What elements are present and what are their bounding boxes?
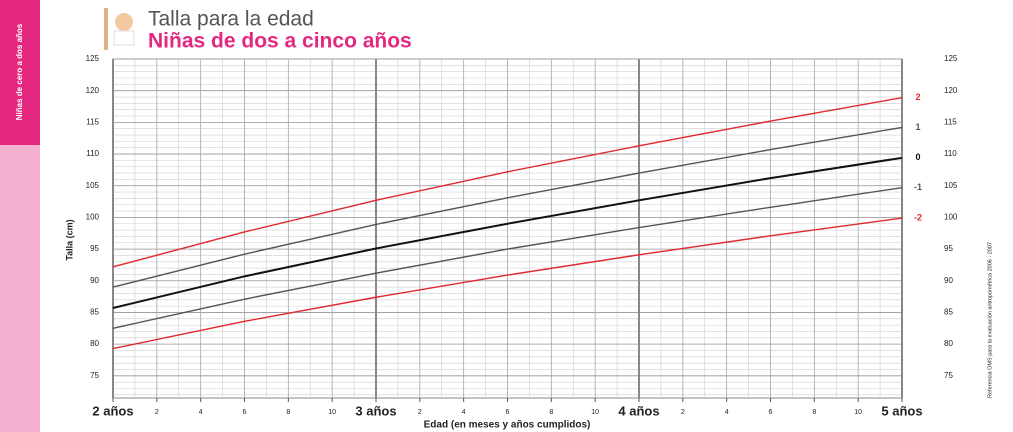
x-tick-label: 10 xyxy=(591,409,599,416)
line-series xyxy=(112,126,903,288)
y-tick-label-right: 115 xyxy=(944,117,957,126)
x-tick-label: 4 xyxy=(725,409,729,416)
chart-title: Talla para la edad xyxy=(148,8,314,31)
y-tick-label-right: 75 xyxy=(944,371,953,380)
y-tick-label: 115 xyxy=(86,117,99,126)
y-tick-label: 95 xyxy=(90,244,99,253)
y-tick-label-right: 100 xyxy=(944,213,958,222)
x-tick-label: 8 xyxy=(286,409,290,416)
x-tick-label: 6 xyxy=(506,409,510,416)
y-tick-label-right: 90 xyxy=(944,276,953,285)
side-tab xyxy=(0,145,40,432)
chart-subtitle: Niñas de dos a cinco años xyxy=(148,30,412,53)
y-tick-label-right: 120 xyxy=(944,86,958,95)
y-tick-label: 80 xyxy=(90,339,99,348)
side-tab-active xyxy=(0,0,40,145)
y-tick-label: 90 xyxy=(90,276,99,285)
y-tick-label-right: 110 xyxy=(944,149,957,158)
y-tick-label-right: 105 xyxy=(944,181,958,190)
legend-label: 0 xyxy=(915,152,920,162)
x-tick-label: 10 xyxy=(854,409,862,416)
line-series xyxy=(112,217,903,350)
x-tick-label: 2 años xyxy=(92,403,133,418)
side-tab-label: Niñas de cero a dos años xyxy=(15,23,24,120)
y-tick-label: 100 xyxy=(86,213,100,222)
line-series xyxy=(112,156,903,309)
x-tick-label: 6 xyxy=(243,409,247,416)
source-note: Referencia OMS para la evaluación antrop… xyxy=(987,242,993,398)
x-tick-label: 8 xyxy=(812,409,816,416)
line-series xyxy=(112,96,903,268)
legend-label: -1 xyxy=(914,182,922,192)
x-tick-label: 2 xyxy=(418,409,422,416)
x-tick-label: 4 xyxy=(462,409,466,416)
y-tick-label: 75 xyxy=(90,371,99,380)
legend-label: 1 xyxy=(915,122,920,132)
x-tick-label: 5 años xyxy=(881,403,922,418)
title-icon xyxy=(104,8,135,50)
x-tick-label: 2 xyxy=(155,409,159,416)
legend-label: 2 xyxy=(915,92,920,102)
x-tick-label: 4 xyxy=(199,409,203,416)
x-tick-label: 3 años xyxy=(355,403,396,418)
y-tick-label: 125 xyxy=(86,54,100,63)
y-tick-label-right: 95 xyxy=(944,244,953,253)
y-tick-label-right: 125 xyxy=(944,54,958,63)
x-axis-label: Edad (en meses y años cumplidos) xyxy=(424,420,591,431)
legend-label: -2 xyxy=(914,212,922,222)
y-tick-label-right: 80 xyxy=(944,339,953,348)
x-tick-label: 4 años xyxy=(618,403,659,418)
y-tick-label: 85 xyxy=(90,308,99,317)
x-tick-label: 10 xyxy=(328,409,336,416)
y-tick-label: 110 xyxy=(86,149,99,158)
x-tick-label: 8 xyxy=(549,409,553,416)
y-axis-label: Talla (cm) xyxy=(64,219,74,260)
y-tick-label-right: 85 xyxy=(944,308,953,317)
x-tick-label: 2 xyxy=(681,409,685,416)
y-tick-label: 105 xyxy=(86,181,100,190)
x-tick-label: 6 xyxy=(769,409,773,416)
line-series xyxy=(112,186,903,329)
y-tick-label: 120 xyxy=(86,86,100,95)
